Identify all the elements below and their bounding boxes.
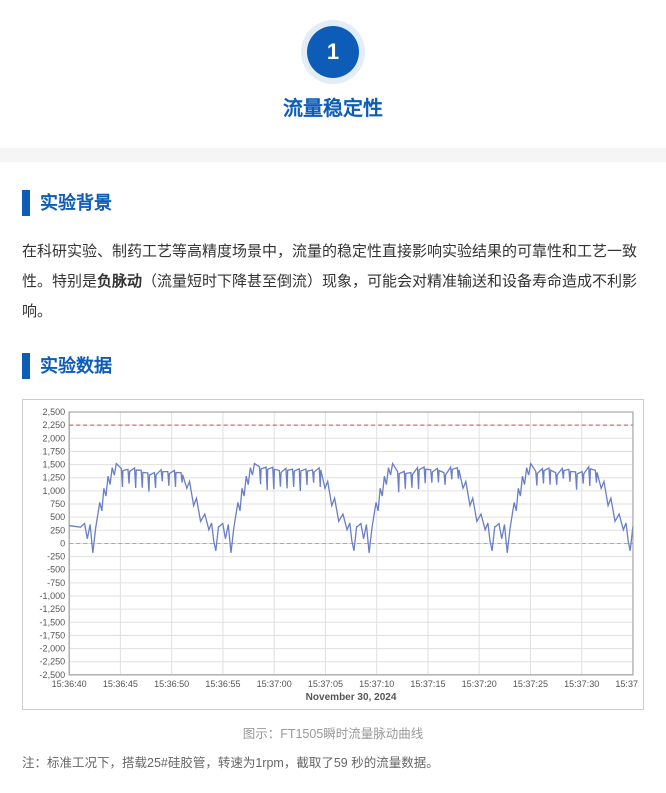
svg-text:-2,000: -2,000 xyxy=(40,644,66,654)
svg-text:0: 0 xyxy=(60,539,65,549)
svg-text:500: 500 xyxy=(50,512,65,522)
svg-text:-1,250: -1,250 xyxy=(40,604,66,614)
svg-text:-1,000: -1,000 xyxy=(40,591,66,601)
svg-text:2,500: 2,500 xyxy=(43,407,66,417)
svg-text:15:37:30: 15:37:30 xyxy=(564,679,599,689)
svg-text:1,000: 1,000 xyxy=(43,486,66,496)
section-heading-background: 实验背景 xyxy=(22,188,644,219)
chart-footnote: 注：标准工况下，搭载25#硅胶管，转速为1rpm，截取了59 秒的流量数据。 xyxy=(22,753,644,774)
heading-text: 实验数据 xyxy=(40,351,112,382)
section-heading-data: 实验数据 xyxy=(22,351,644,382)
svg-text:15:36:55: 15:36:55 xyxy=(205,679,240,689)
content-card: 实验背景 在科研实验、制药工艺等高精度场景中，流量的稳定性直接影响实验结果的可靠… xyxy=(0,162,666,793)
svg-text:1,250: 1,250 xyxy=(43,473,66,483)
svg-text:-1,750: -1,750 xyxy=(40,631,66,641)
svg-text:2,000: 2,000 xyxy=(43,434,66,444)
header-title: 流量稳定性 xyxy=(0,92,666,126)
svg-text:2,250: 2,250 xyxy=(43,420,66,430)
heading-text: 实验背景 xyxy=(40,188,112,219)
svg-text:-250: -250 xyxy=(47,552,65,562)
heading-bar xyxy=(22,190,30,216)
svg-text:15:37:05: 15:37:05 xyxy=(308,679,343,689)
background-paragraph: 在科研实验、制药工艺等高精度场景中，流量的稳定性直接影响实验结果的可靠性和工艺一… xyxy=(22,237,644,327)
svg-text:-750: -750 xyxy=(47,578,65,588)
svg-text:15:37:35: 15:37:35 xyxy=(615,679,639,689)
flow-chart: -2,500-2,250-2,000-1,750-1,500-1,250-1,0… xyxy=(27,406,639,707)
svg-text:-2,250: -2,250 xyxy=(40,657,66,667)
svg-text:November 30, 2024: November 30, 2024 xyxy=(306,692,397,703)
svg-text:15:36:50: 15:36:50 xyxy=(154,679,189,689)
svg-text:15:36:40: 15:36:40 xyxy=(52,679,87,689)
svg-text:15:37:15: 15:37:15 xyxy=(410,679,445,689)
bold-term: 负脉动 xyxy=(97,273,142,290)
svg-text:750: 750 xyxy=(50,499,65,509)
svg-text:250: 250 xyxy=(50,525,65,535)
step-badge: 1 xyxy=(307,26,359,78)
svg-text:1,750: 1,750 xyxy=(43,447,66,457)
header-card: 1 流量稳定性 xyxy=(0,0,666,148)
svg-text:15:37:00: 15:37:00 xyxy=(257,679,292,689)
svg-text:-500: -500 xyxy=(47,565,65,575)
chart-container: -2,500-2,250-2,000-1,750-1,500-1,250-1,0… xyxy=(22,399,644,710)
svg-text:15:37:25: 15:37:25 xyxy=(513,679,548,689)
svg-text:15:37:20: 15:37:20 xyxy=(462,679,497,689)
heading-bar xyxy=(22,353,30,379)
svg-text:1,500: 1,500 xyxy=(43,460,66,470)
chart-caption: 图示：FT1505瞬时流量脉动曲线 xyxy=(22,724,644,745)
svg-text:15:37:10: 15:37:10 xyxy=(359,679,394,689)
badge-number: 1 xyxy=(327,33,339,70)
svg-text:15:36:45: 15:36:45 xyxy=(103,679,138,689)
svg-text:-1,500: -1,500 xyxy=(40,617,66,627)
